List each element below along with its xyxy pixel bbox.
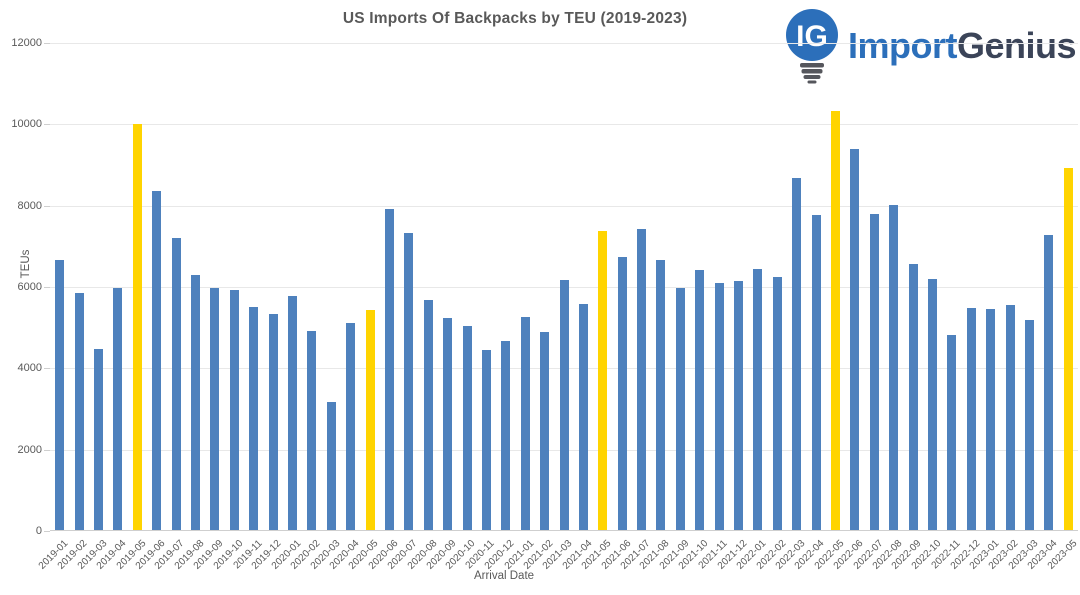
bar-2021-05: [598, 231, 608, 531]
y-axis-tick-label: 6000: [17, 281, 42, 293]
x-axis-title: Arrival Date: [473, 570, 535, 582]
bar-2021-10: [695, 269, 705, 531]
bar-2020-09: [443, 318, 453, 531]
y-axis-tick-label: 12000: [11, 37, 42, 49]
bar-2021-07: [637, 228, 647, 531]
bar-2022-09: [908, 263, 918, 531]
bar-2019-04: [113, 287, 123, 531]
gridline: [50, 205, 1078, 207]
bar-2022-12: [966, 307, 976, 531]
y-axis-tick: [44, 449, 50, 451]
bar-2023-05: [1063, 167, 1073, 531]
bar-2020-12: [501, 341, 511, 531]
bar-2020-06: [384, 209, 394, 531]
gridline: [50, 124, 1078, 126]
importgenius-logo: IG ImportGenius: [785, 8, 1077, 84]
plot-area: [50, 43, 1078, 531]
y-axis-tick-label: 0: [35, 525, 42, 537]
bar-2022-04: [811, 215, 821, 531]
bar-2021-12: [734, 280, 744, 531]
y-axis-tick: [44, 531, 50, 532]
bar-2021-09: [675, 287, 685, 531]
bar-2020-10: [462, 325, 472, 531]
lightbulb-ig-icon: IG: [785, 9, 838, 84]
bar-2022-07: [869, 213, 879, 531]
bar-2019-12: [268, 313, 278, 531]
bar-2019-02: [74, 293, 84, 531]
y-axis-tick: [44, 368, 50, 370]
logo-genius-text: Genius: [956, 25, 1077, 66]
bar-2023-04: [1044, 234, 1054, 531]
bar-2019-01: [55, 259, 65, 531]
bar-2019-08: [190, 274, 200, 531]
y-axis-tick-label: 10000: [11, 118, 42, 131]
bar-2020-02: [307, 331, 317, 531]
bar-2021-11: [714, 283, 724, 531]
bar-2022-10: [928, 279, 938, 531]
bar-2019-03: [93, 348, 103, 531]
y-axis-tick: [44, 205, 50, 207]
y-axis-tick-label: 8000: [17, 199, 42, 212]
bar-2023-01: [986, 308, 996, 531]
bar-2022-06: [850, 148, 860, 531]
bar-2022-05: [831, 110, 841, 531]
bar-2021-03: [559, 279, 569, 531]
bar-2021-01: [520, 316, 530, 531]
bar-2022-01: [753, 268, 763, 531]
bar-2019-06: [152, 190, 162, 531]
bar-2020-07: [404, 232, 414, 531]
bar-2021-02: [540, 331, 550, 531]
y-axis-tick: [44, 43, 50, 44]
bar-2020-03: [326, 401, 336, 531]
bar-2022-11: [947, 335, 957, 531]
bar-2020-08: [423, 300, 433, 531]
bar-2023-03: [1025, 319, 1034, 531]
bar-2020-05: [365, 310, 375, 531]
bar-2021-08: [656, 259, 666, 531]
x-axis-line: [50, 530, 1078, 531]
bar-2019-10: [229, 289, 239, 531]
y-axis-tick-label: 4000: [17, 362, 42, 375]
bar-2022-08: [889, 204, 899, 531]
logo-ig-letters: IG: [796, 20, 828, 53]
logo-wordmark: ImportGenius: [847, 25, 1077, 66]
bar-2023-02: [1005, 305, 1015, 531]
bar-2019-05: [132, 123, 142, 531]
bar-2022-03: [792, 178, 802, 531]
logo-import-text: Import: [847, 25, 958, 66]
y-axis-title: TEUs: [20, 249, 32, 279]
bar-2019-07: [171, 238, 181, 531]
bar-2020-01: [287, 296, 297, 531]
bar-2020-04: [346, 322, 356, 531]
bar-2020-11: [481, 350, 491, 531]
chart-title: US Imports Of Backpacks by TEU (2019-202…: [342, 10, 688, 27]
y-axis-tick-label: 2000: [17, 443, 42, 456]
bar-2019-09: [210, 288, 220, 531]
y-axis-tick: [44, 124, 50, 126]
bar-2021-04: [578, 303, 588, 531]
bar-2019-11: [249, 307, 259, 531]
gridline: [50, 43, 1078, 44]
y-axis-tick: [44, 287, 50, 288]
bar-2021-06: [617, 257, 627, 531]
bar-2022-02: [772, 277, 782, 531]
